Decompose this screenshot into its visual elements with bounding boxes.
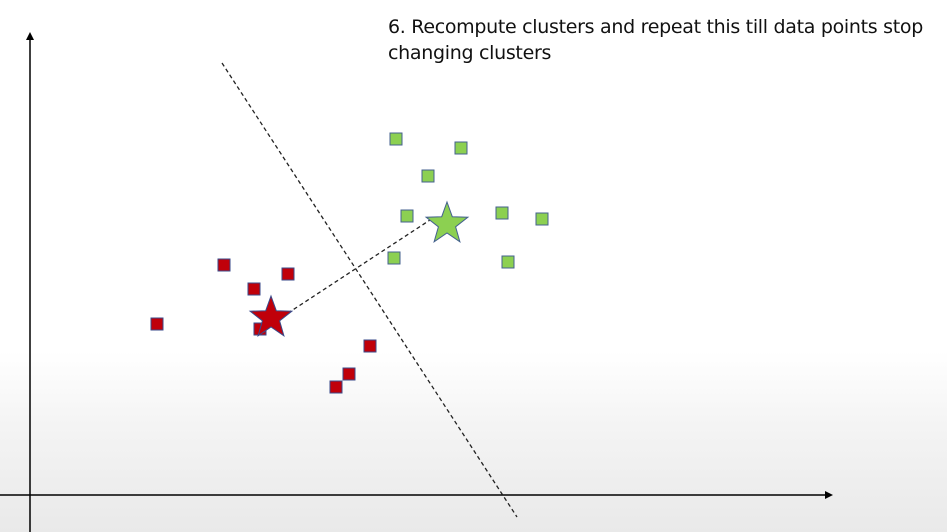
green-cluster-point [421, 169, 435, 183]
green-cluster-point [387, 251, 401, 265]
green-cluster-point [535, 212, 549, 226]
centroid-connector-line [281, 219, 431, 318]
decision-boundary-line [221, 62, 518, 518]
red-cluster-point [247, 282, 261, 296]
green-cluster-point [400, 209, 414, 223]
red-cluster-point [342, 367, 356, 381]
slide-caption: 6. Recompute clusters and repeat this ti… [388, 16, 923, 64]
red-cluster-centroid-star-icon [248, 294, 294, 337]
green-cluster-point [454, 141, 468, 155]
centroids [248, 200, 470, 337]
red-cluster-point [329, 380, 343, 394]
red-cluster-point [363, 339, 377, 353]
green-cluster-centroid-star-icon [424, 200, 470, 243]
green-cluster-point [501, 255, 515, 269]
green-cluster-point [495, 206, 509, 220]
red-cluster-point [281, 267, 295, 281]
red-cluster-point [217, 258, 231, 272]
data-points [150, 132, 549, 394]
green-cluster-point [389, 132, 403, 146]
red-cluster-point [150, 317, 164, 331]
